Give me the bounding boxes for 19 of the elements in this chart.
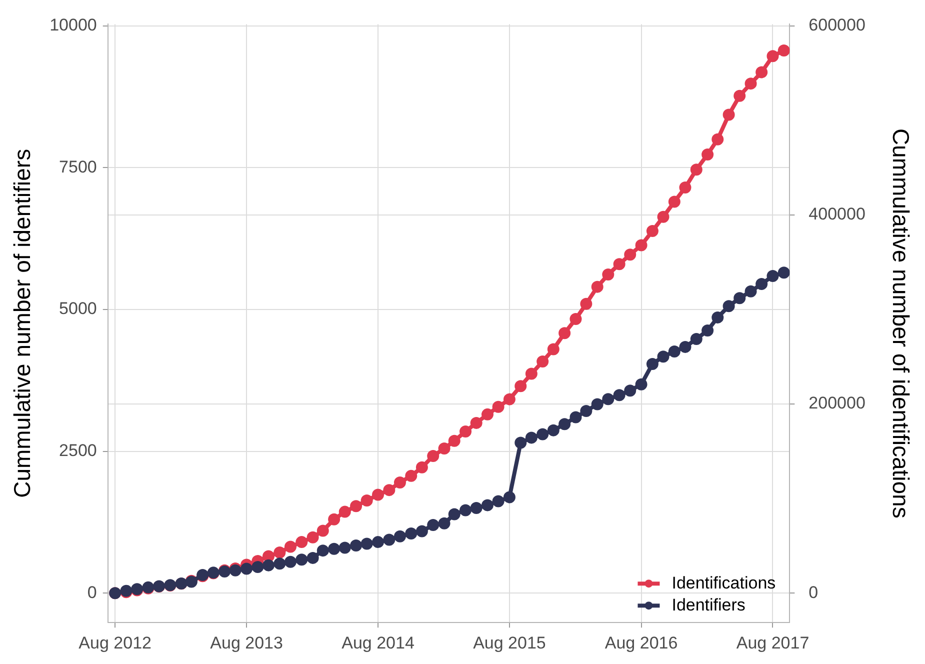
x-tick-label: Aug 2016 <box>604 633 678 652</box>
y-tick-label: 7500 <box>59 157 97 176</box>
y-tick-label: 2500 <box>59 440 97 460</box>
y2-tick-label: 400000 <box>808 204 866 224</box>
legend-label: Identifiers <box>672 595 746 614</box>
y-axis-title: Cummulative number of identifiers <box>9 148 36 498</box>
y2-tick-label: 200000 <box>808 394 866 413</box>
y-tick-label: 0 <box>87 582 97 602</box>
x-tick-label: Aug 2012 <box>78 633 152 652</box>
x-tick-label: Aug 2015 <box>473 633 546 652</box>
y-tick-label: 5000 <box>59 299 97 318</box>
y2-tick-label: 600000 <box>808 16 866 35</box>
y-tick-label: 10000 <box>50 16 97 35</box>
y2-tick-label: 0 <box>808 582 818 602</box>
x-tick-label: Aug 2014 <box>342 633 414 652</box>
x-tick-label: Aug 2013 <box>210 633 283 652</box>
x-tick-label: Aug 2017 <box>736 633 810 652</box>
legend-label: Identifications <box>672 573 776 592</box>
y2-axis-title: Cummulative number of identifications <box>888 128 914 518</box>
